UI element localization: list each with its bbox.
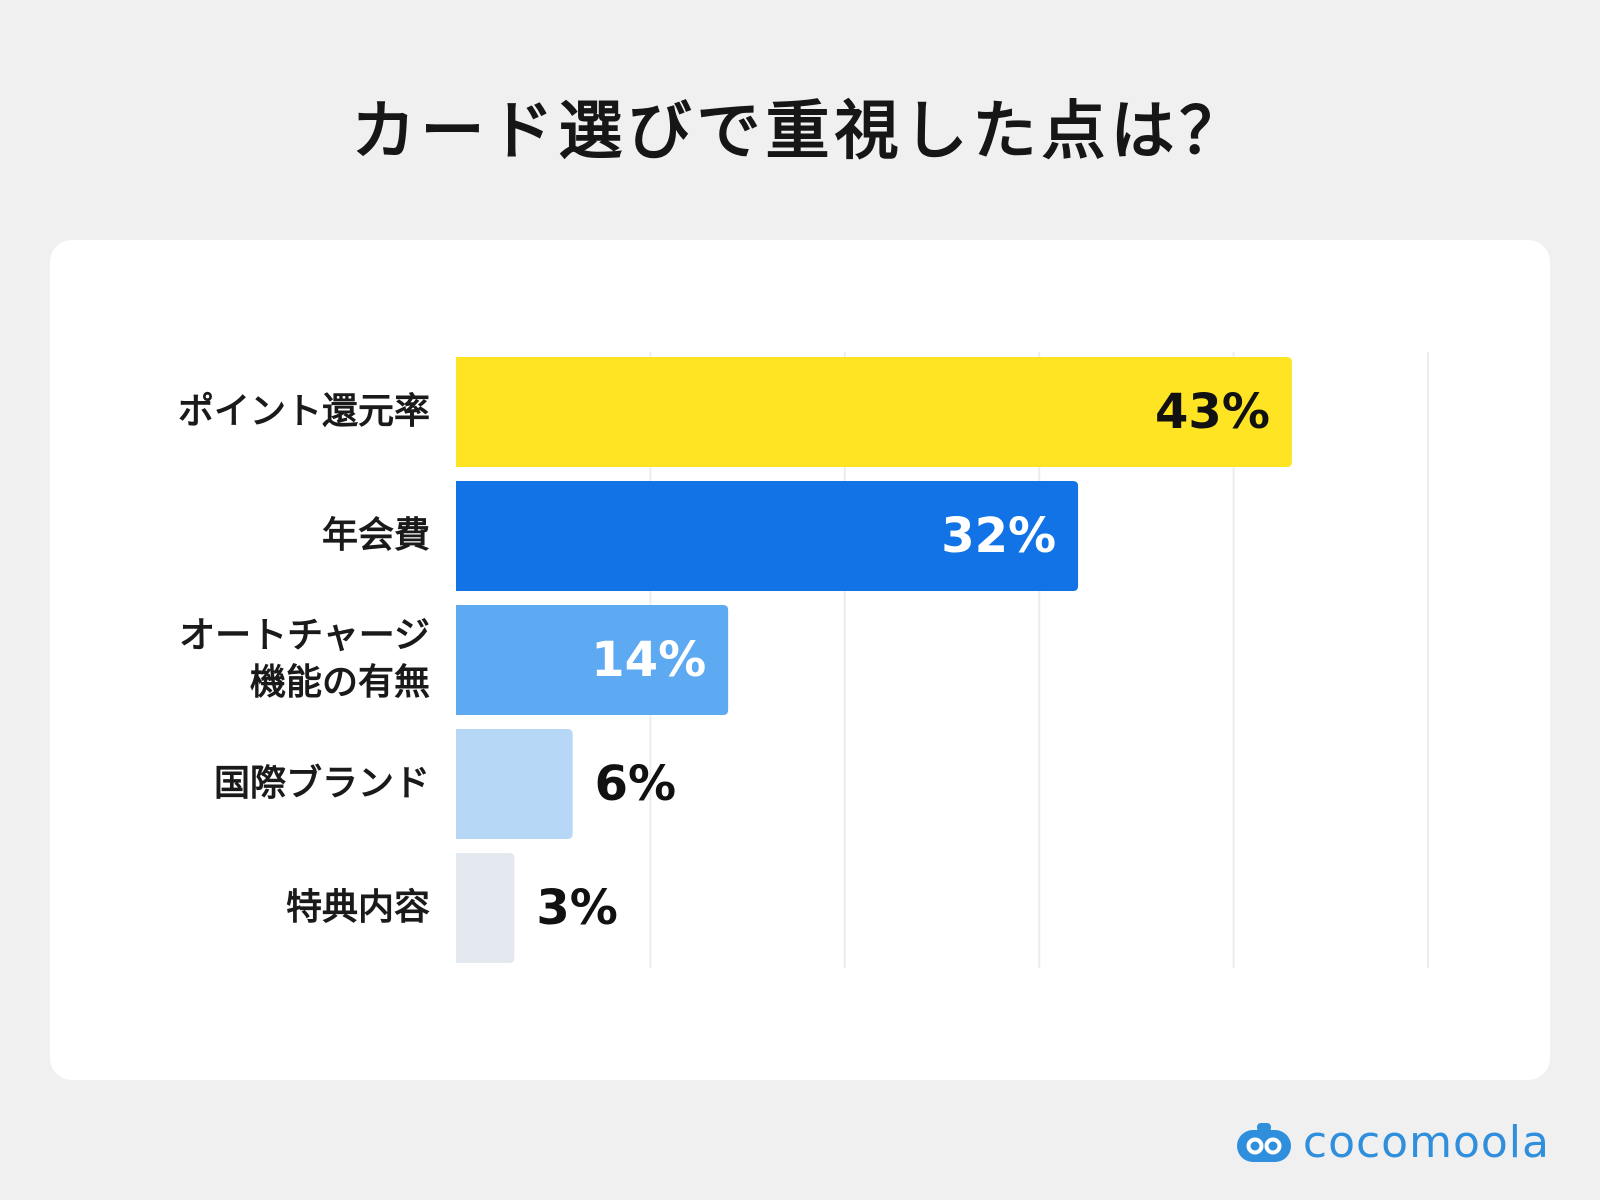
category-label: 国際ブランド [50,761,430,808]
robot-face-icon [1236,1122,1291,1162]
category-label-line: 機能の有無 [249,661,430,703]
category-label-line: ポイント還元率 [177,390,430,432]
category-label: 年会費 [50,513,430,560]
bar [456,729,573,839]
bar-chart: 43% 32% 14% 6% 3% [456,352,1429,968]
brand-logo: cocomoola [1235,1117,1550,1168]
category-label: ポイント還元率 [50,389,430,436]
bar [456,853,515,963]
bar-value-label: 32% [941,508,1056,564]
category-label-line: 特典内容 [285,886,430,928]
bar [456,357,1292,467]
bar [456,481,1079,591]
bar-value-label: 14% [591,632,706,688]
chart-card: 43% 32% 14% 6% 3% ポイント還元率年会費オートチャージ 機能の有無国際ブラ… [50,240,1550,1080]
brand-name: cocomoola [1302,1117,1550,1168]
bar [456,605,729,715]
bar-value-label: 43% [1155,384,1270,440]
bar-value-label: 6% [595,756,677,812]
chart-title: カード選びで重視した点は？ [351,95,1249,169]
bar-value-label: 3% [536,880,618,936]
category-label: オートチャージ 機能の有無 [50,613,430,707]
category-label-line: オートチャージ [179,615,430,657]
category-label: 特典内容 [50,885,430,932]
category-label-line: 年会費 [321,514,430,556]
category-label-line: 国際ブランド [213,762,430,804]
